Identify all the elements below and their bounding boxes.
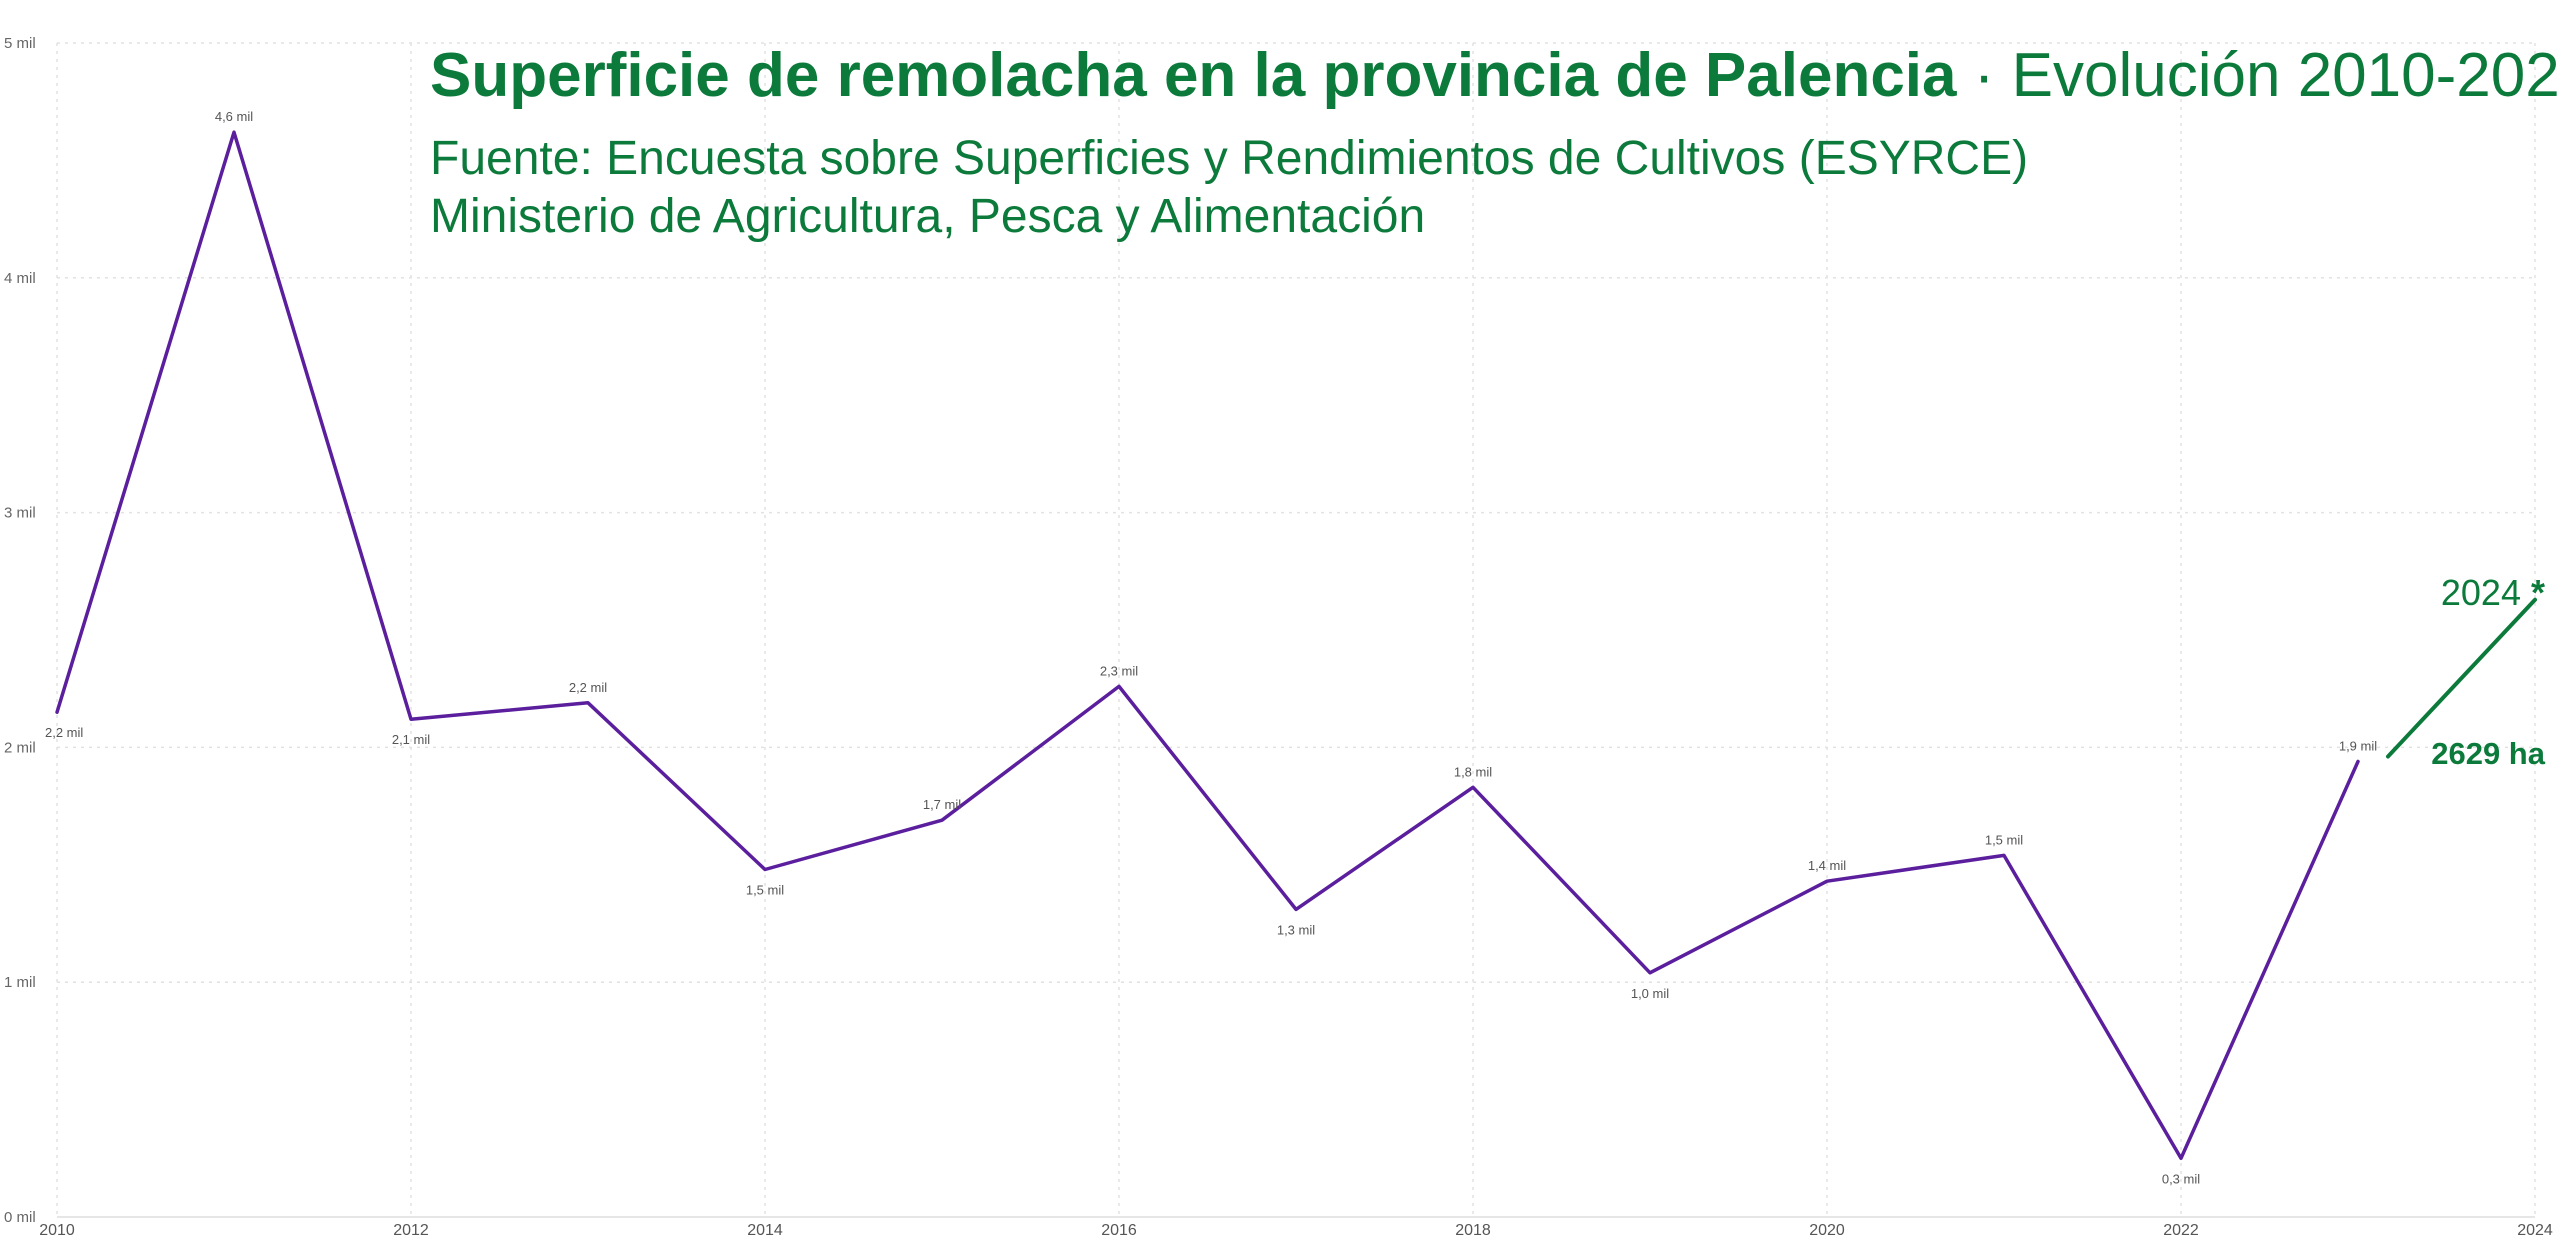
series	[55, 130, 2360, 1161]
x-tick-label: 2010	[39, 1222, 75, 1239]
x-tick-label: 2012	[393, 1222, 429, 1239]
data-label: 0,3 mil	[2162, 1171, 2200, 1186]
x-tick-label: 2024	[2517, 1222, 2553, 1239]
data-label: 1,3 mil	[1277, 922, 1315, 937]
data-label: 1,5 mil	[1985, 832, 2023, 847]
y-tick-label: 5 mil	[4, 35, 36, 52]
x-tick-label: 2016	[1101, 1222, 1137, 1239]
title-main: Superficie de remolacha en la provincia …	[430, 41, 1957, 110]
x-axis: 2010 2012 2014 2016 2018 2020 2022 2024	[39, 1222, 2553, 1239]
data-label: 1,0 mil	[1631, 986, 1669, 1001]
y-tick-label: 1 mil	[4, 974, 36, 991]
annotation-line	[2386, 597, 2537, 759]
data-label: 2,1 mil	[392, 732, 430, 747]
series-line	[55, 130, 2360, 1161]
annotation-marker: *	[2531, 572, 2545, 613]
title-subtitle: Evolución 2010-2024	[2011, 41, 2560, 110]
annotation-year-text: 2024	[2441, 572, 2521, 613]
data-label: 2,3 mil	[1100, 663, 1138, 678]
y-tick-label: 4 mil	[4, 270, 36, 287]
data-label: 1,5 mil	[746, 882, 784, 897]
x-tick-label: 2022	[2163, 1222, 2199, 1239]
data-label: 2,2 mil	[569, 680, 607, 695]
title-separator: ·	[1973, 41, 1995, 110]
x-tick-label: 2020	[1809, 1222, 1845, 1239]
grid	[56, 42, 2536, 1218]
annotation-value: 2629 ha	[2431, 736, 2546, 771]
y-axis: 0 mil 1 mil 2 mil 3 mil 4 mil 5 mil	[4, 35, 36, 1226]
data-label: 1,8 mil	[1454, 764, 1492, 779]
x-tick-label: 2014	[747, 1222, 783, 1239]
page-title: Superficie de remolacha en la provincia …	[430, 40, 2560, 112]
y-tick-label: 2 mil	[4, 739, 36, 756]
data-labels: 2,2 mil 4,6 mil 2,1 mil 2,2 mil 1,5 mil 1,7 m…	[45, 109, 2377, 1186]
data-label: 2,2 mil	[45, 725, 83, 740]
source-line-1: Fuente: Encuesta sobre Superficies y Ren…	[430, 132, 2029, 185]
data-label: 4,6 mil	[215, 109, 253, 124]
title-block: Superficie de remolacha en la provincia …	[430, 40, 2560, 246]
data-label: 1,7 mil	[923, 797, 961, 812]
y-tick-label: 0 mil	[4, 1209, 36, 1226]
annotation: 2024 * 2629 ha	[2386, 572, 2546, 771]
x-tick-label: 2018	[1455, 1222, 1491, 1239]
data-label: 1,4 mil	[1808, 858, 1846, 873]
y-tick-label: 3 mil	[4, 505, 36, 522]
data-label: 1,9 mil	[2339, 738, 2377, 753]
source-line-2: Ministerio de Agricultura, Pesca y Alime…	[430, 190, 1426, 243]
